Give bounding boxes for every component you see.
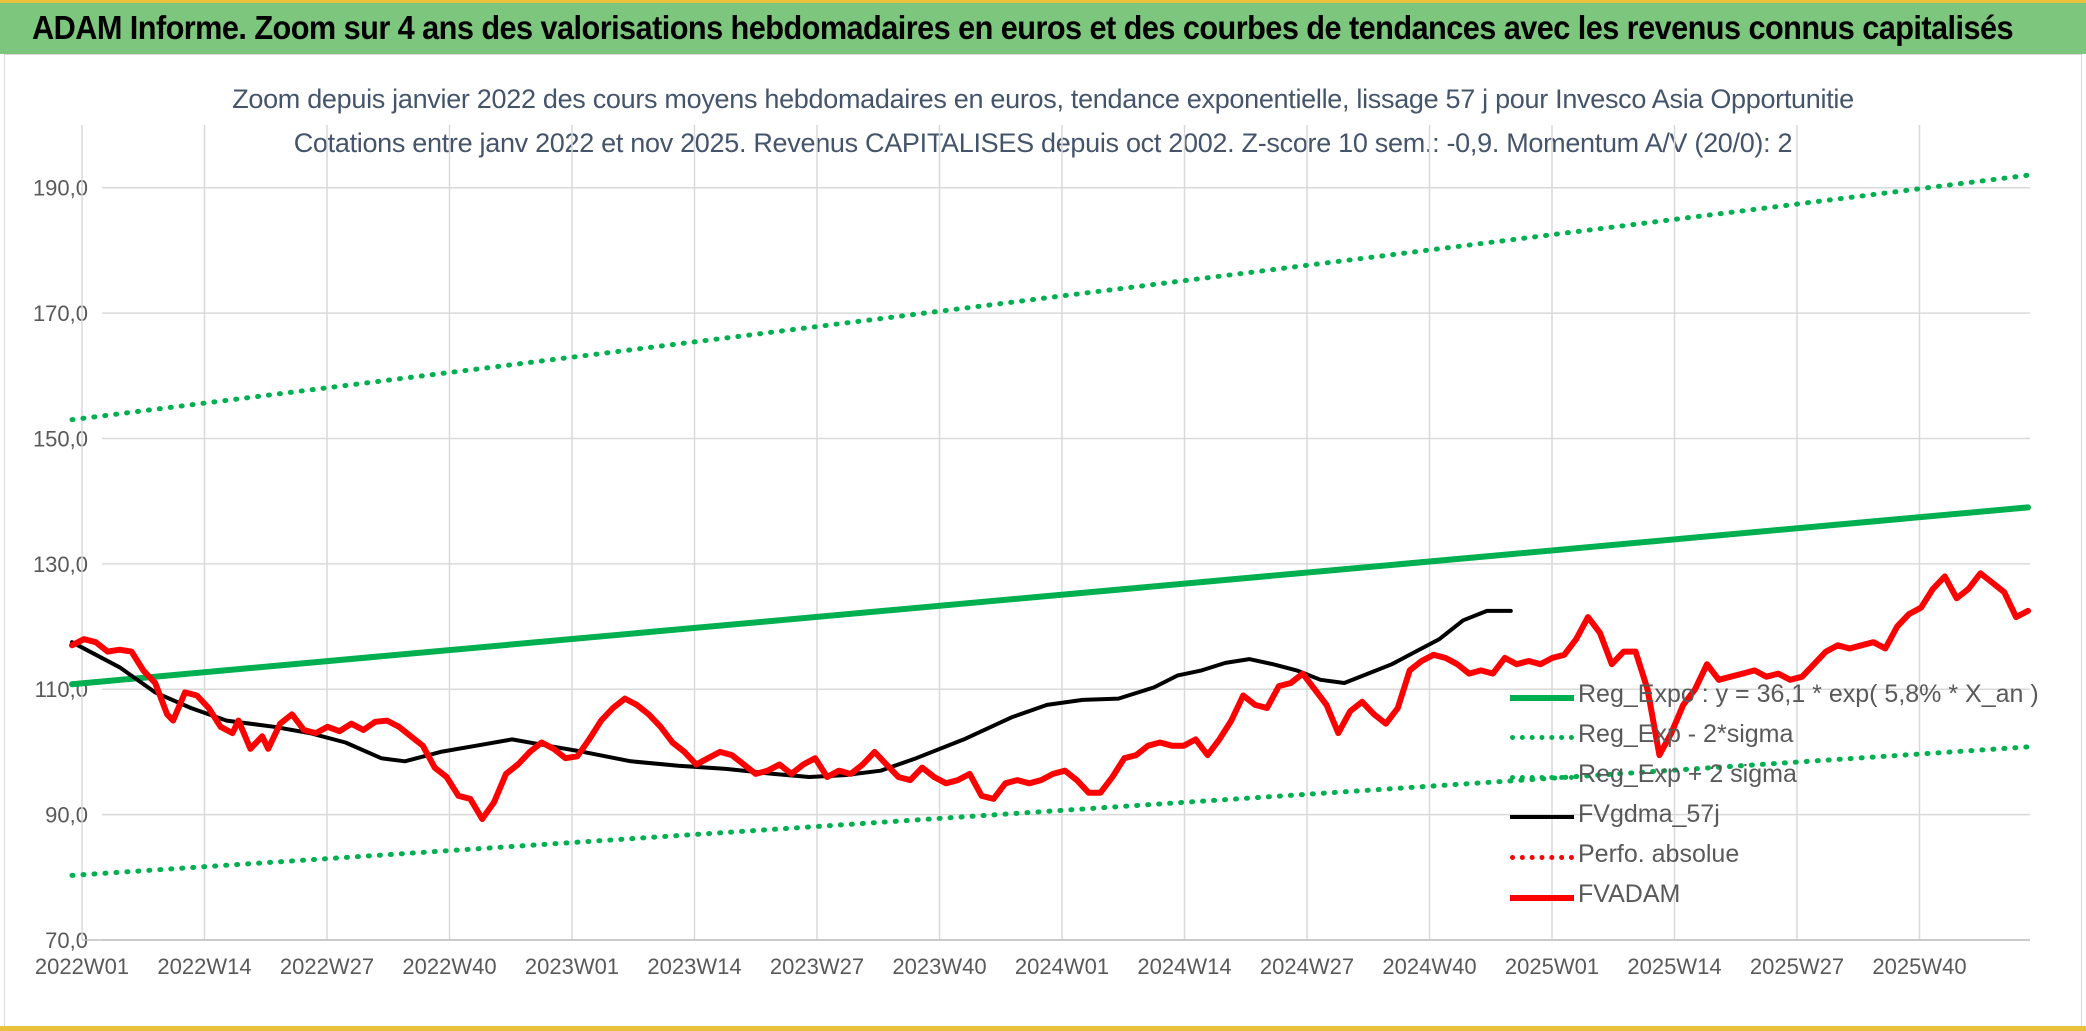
- y-tick-label: 190,0: [33, 176, 88, 201]
- legend-swatch: [1510, 695, 1574, 701]
- y-tick-label: 70,0: [45, 928, 88, 953]
- x-tick-label: 2022W14: [157, 954, 251, 979]
- legend-item: Perfo. absolue: [1510, 836, 2030, 876]
- legend-swatch: [1510, 735, 1574, 740]
- legend-swatch: [1510, 775, 1574, 780]
- legend-label: Perfo. absolue: [1578, 840, 1740, 868]
- x-tick-label: 2024W27: [1260, 954, 1354, 979]
- y-tick-label: 90,0: [45, 803, 88, 828]
- x-tick-label: 2023W01: [525, 954, 619, 979]
- x-tick-label: 2023W27: [770, 954, 864, 979]
- legend-label: FVADAM: [1578, 880, 1681, 908]
- x-tick-label: 2025W01: [1505, 954, 1599, 979]
- legend-item: FVADAM: [1510, 876, 2030, 916]
- y-tick-label: 170,0: [33, 301, 88, 326]
- legend-item: Reg_Expo : y = 36,1 * exp( 5,8% * X_an ): [1510, 676, 2039, 716]
- x-tick-label: 2023W40: [892, 954, 986, 979]
- legend-swatch: [1510, 895, 1574, 901]
- legend-label: Reg_Exp + 2 sigma: [1578, 760, 1797, 788]
- x-tick-label: 2025W40: [1872, 954, 1966, 979]
- report-title: ADAM Informe. Zoom sur 4 ans des valoris…: [32, 9, 2014, 46]
- series-line-3: [70, 608, 1513, 779]
- legend-label: FVgdma_57j: [1578, 800, 1720, 828]
- legend-swatch: [1510, 815, 1574, 819]
- x-tick-label: 2024W01: [1015, 954, 1109, 979]
- y-tick-label: 150,0: [33, 426, 88, 451]
- legend-label: Reg_Expo : y = 36,1 * exp( 5,8% * X_an ): [1578, 680, 2039, 708]
- series-line-0: [69, 504, 2031, 688]
- x-tick-label: 2022W01: [35, 954, 129, 979]
- legend-item: Reg_Exp + 2 sigma: [1510, 756, 2030, 796]
- chart-legend: Reg_Expo : y = 36,1 * exp( 5,8% * X_an )…: [1510, 676, 2039, 916]
- series-line-2: [69, 172, 2031, 423]
- x-tick-label: 2022W27: [280, 954, 374, 979]
- x-tick-label: 2025W14: [1627, 954, 1721, 979]
- y-tick-label: 130,0: [33, 552, 88, 577]
- bottom-accent-bar: [0, 1026, 2086, 1031]
- x-tick-label: 2024W14: [1137, 954, 1231, 979]
- chart-subtitle: Cotations entre janv 2022 et nov 2025. R…: [293, 128, 1793, 158]
- legend-label: Reg_Exp - 2*sigma: [1578, 720, 1794, 748]
- report-banner: ADAM Informe. Zoom sur 4 ans des valoris…: [0, 0, 2086, 54]
- legend-item: Reg_Exp - 2*sigma: [1510, 716, 2030, 756]
- x-tick-label: 2024W40: [1382, 954, 1476, 979]
- x-tick-label: 2022W40: [402, 954, 496, 979]
- series-line-1: [69, 744, 2031, 878]
- legend-item: FVgdma_57j: [1510, 796, 2030, 836]
- legend-swatch: [1510, 855, 1574, 860]
- chart-title: Zoom depuis janvier 2022 des cours moyen…: [232, 84, 1854, 114]
- x-tick-label: 2023W14: [647, 954, 741, 979]
- x-tick-label: 2025W27: [1750, 954, 1844, 979]
- series-line-5: [69, 570, 2031, 822]
